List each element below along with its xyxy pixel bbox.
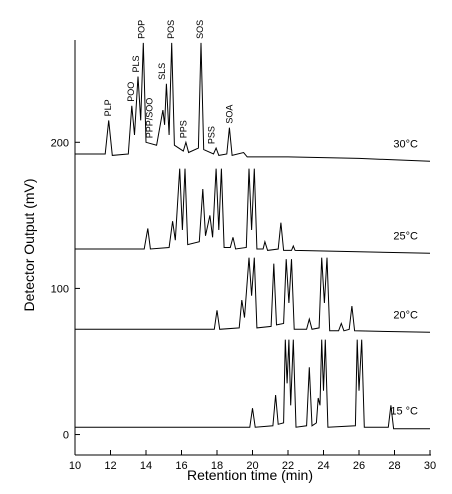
series-label: 15 °C — [390, 406, 418, 418]
peak-label: PPS — [178, 120, 188, 138]
trace — [75, 168, 431, 254]
x-tick-label: 10 — [69, 460, 81, 472]
series-label: 25°C — [393, 230, 418, 242]
x-tick-label: 20 — [246, 460, 258, 472]
y-tick-label: 200 — [51, 137, 69, 149]
x-tick-label: 22 — [282, 460, 294, 472]
x-tick-label: 16 — [175, 460, 187, 472]
x-tick-label: 26 — [353, 460, 365, 472]
peak-label: POO — [126, 82, 136, 102]
x-tick-label: 12 — [104, 460, 116, 472]
series-label: 30°C — [393, 138, 418, 150]
x-tick-label: 28 — [388, 460, 400, 472]
x-tick-label: 24 — [317, 460, 329, 472]
series-label: 20°C — [393, 309, 418, 321]
peak-label: PSS — [207, 126, 217, 144]
x-tick-label: 14 — [140, 460, 152, 472]
peak-label: SOA — [224, 105, 234, 124]
peak-label: POP — [137, 20, 147, 39]
peak-label: PLP — [103, 99, 113, 116]
peak-label: PLS — [131, 56, 141, 73]
x-axis-title: Retention time (min) — [187, 467, 313, 483]
x-tick-label: 18 — [211, 460, 223, 472]
trace — [75, 339, 430, 430]
peak-label: PPP/SOO — [145, 98, 155, 139]
peak-label: SLS — [157, 63, 167, 80]
plot-area — [75, 42, 431, 430]
y-tick-label: 0 — [63, 430, 69, 442]
trace — [75, 257, 431, 333]
trace — [75, 42, 431, 162]
peak-label: SOS — [195, 20, 205, 39]
y-axis-title: Detector Output (mV) — [21, 178, 37, 311]
x-tick-label: 30 — [424, 460, 436, 472]
y-tick-label: 100 — [51, 283, 69, 295]
peak-label: POS — [166, 20, 176, 39]
